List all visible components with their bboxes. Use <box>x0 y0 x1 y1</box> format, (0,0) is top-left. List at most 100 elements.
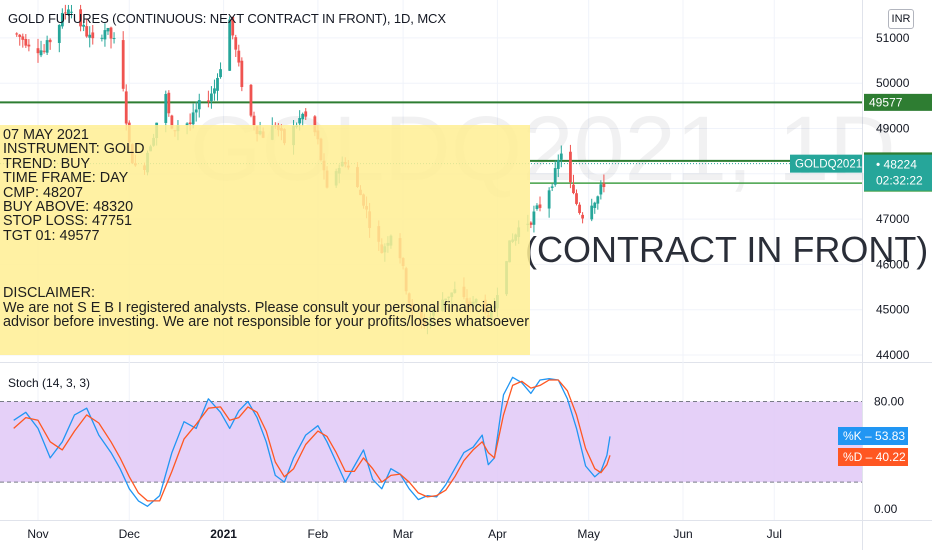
candle-body <box>197 100 201 110</box>
candle-body <box>42 50 46 52</box>
note-line: BUY ABOVE: 48320 <box>3 199 134 215</box>
candle-body <box>578 204 581 213</box>
candle-body <box>79 9 82 27</box>
stoch-axis-tick: 0.00 <box>874 502 898 516</box>
note-line: TREND: BUY <box>3 155 91 172</box>
price-axis-tick: 44000 <box>876 348 910 362</box>
note-line: DISCLAIMER: <box>3 285 95 302</box>
candle-body <box>550 186 554 188</box>
note-line: INSTRUMENT: GOLD <box>3 141 145 158</box>
candle-body <box>553 168 557 185</box>
candle-body <box>569 151 572 183</box>
stoch-series-d <box>13 379 611 502</box>
stoch-axis-tick: 80.00 <box>874 395 904 409</box>
candle-body <box>188 122 192 124</box>
time-axis-tick: May <box>577 527 600 541</box>
candle-body <box>15 33 19 35</box>
price-axis-tick: 49000 <box>876 122 910 136</box>
candle-body <box>593 202 597 208</box>
stoch-lines <box>13 376 611 507</box>
last-price-value: • 48224 <box>876 158 917 172</box>
candle-body <box>298 118 302 124</box>
candle-body <box>556 160 560 169</box>
symbol-tag <box>790 154 862 173</box>
last-price-countdown: 02:32:22 <box>876 174 923 188</box>
symbol-tag-text: GOLDQ2021 <box>795 159 862 171</box>
time-axis-tick: Jun <box>673 527 692 541</box>
candle-body <box>191 112 195 125</box>
candle-body <box>547 190 551 209</box>
candle-body <box>112 38 116 40</box>
candle-body <box>572 184 575 194</box>
candle-body <box>109 27 113 39</box>
chart-title: GOLD FUTURES (CONTINUOUS: NEXT CONTRACT … <box>8 11 446 26</box>
candle-body <box>231 16 235 36</box>
candle-body <box>596 196 600 204</box>
note-line: advisor before investing. We are not res… <box>3 314 530 331</box>
candle-body <box>532 211 536 225</box>
candle-body <box>82 24 86 27</box>
candle-body <box>249 84 253 116</box>
axis-price-label <box>838 427 908 445</box>
time-axis-tick: Apr <box>488 527 507 541</box>
candle-body <box>106 27 110 32</box>
candle-body <box>535 205 539 209</box>
candle-body <box>581 214 584 219</box>
time-axis-tick: Feb <box>308 527 329 541</box>
candle-body <box>100 37 104 39</box>
axis-price-label-text: 49577 <box>869 95 903 109</box>
time-axis-tick: Nov <box>27 527 48 541</box>
stoch-series-k <box>13 376 611 507</box>
candle-body <box>57 24 61 43</box>
stoch-band-fill <box>0 401 862 483</box>
candle-body <box>252 115 256 126</box>
currency-button[interactable]: INR <box>888 9 914 29</box>
candle-body <box>206 100 210 102</box>
candle-body <box>194 109 198 113</box>
candle-body <box>121 40 125 89</box>
axis-price-label-text: %K – 53.83 <box>843 429 905 443</box>
candle-body <box>590 205 594 220</box>
candle-body <box>39 50 43 56</box>
candle-body <box>559 153 563 160</box>
note-line: TIME FRAME: DAY <box>3 170 129 187</box>
candle-body <box>304 111 308 117</box>
candle-body <box>85 26 89 37</box>
axes: 4400045000460004700048000490005000051000… <box>27 31 909 541</box>
candle-body <box>313 116 317 133</box>
candle-body <box>170 115 174 129</box>
axis-price-label <box>864 93 932 111</box>
candle-body <box>538 204 542 208</box>
candle-body <box>216 77 219 91</box>
price-axis-tick: 51000 <box>876 31 910 45</box>
candle-body <box>301 113 305 120</box>
price-labels: 495774828547793• 4822402:32:22GOLDQ2021%… <box>790 93 932 466</box>
candle-body <box>60 12 64 27</box>
candle-body <box>24 39 28 46</box>
candle-body <box>27 44 31 47</box>
candle-body <box>103 30 107 40</box>
note-line: 07 MAY 2021 <box>3 127 89 143</box>
candle-body <box>91 32 95 39</box>
candle-body <box>48 39 52 43</box>
candle-body <box>228 19 232 71</box>
axis-price-label <box>838 448 908 466</box>
candle-body <box>602 183 606 188</box>
price-axis-tick: 47000 <box>876 212 910 226</box>
axis-price-label-text: %D – 40.22 <box>843 450 906 464</box>
last-price-box <box>864 154 932 191</box>
candle-body <box>36 48 40 54</box>
watermark-subtitle: (CONTRACT IN FRONT) <box>525 229 928 270</box>
stoch-band <box>0 401 862 483</box>
note-line: STOP LOSS: 47751 <box>3 213 133 230</box>
note-line: We are not S E B I registered analysts. … <box>3 299 497 316</box>
candle-body <box>237 50 241 63</box>
candle-body <box>575 193 578 204</box>
candle-body <box>219 69 222 78</box>
candle-body <box>45 40 49 53</box>
candle-body <box>167 92 171 114</box>
candle-body <box>67 9 70 15</box>
stoch-indicator-title: Stoch (14, 3, 3) <box>8 376 91 390</box>
candle-body <box>234 37 238 50</box>
candle-body <box>124 91 128 124</box>
